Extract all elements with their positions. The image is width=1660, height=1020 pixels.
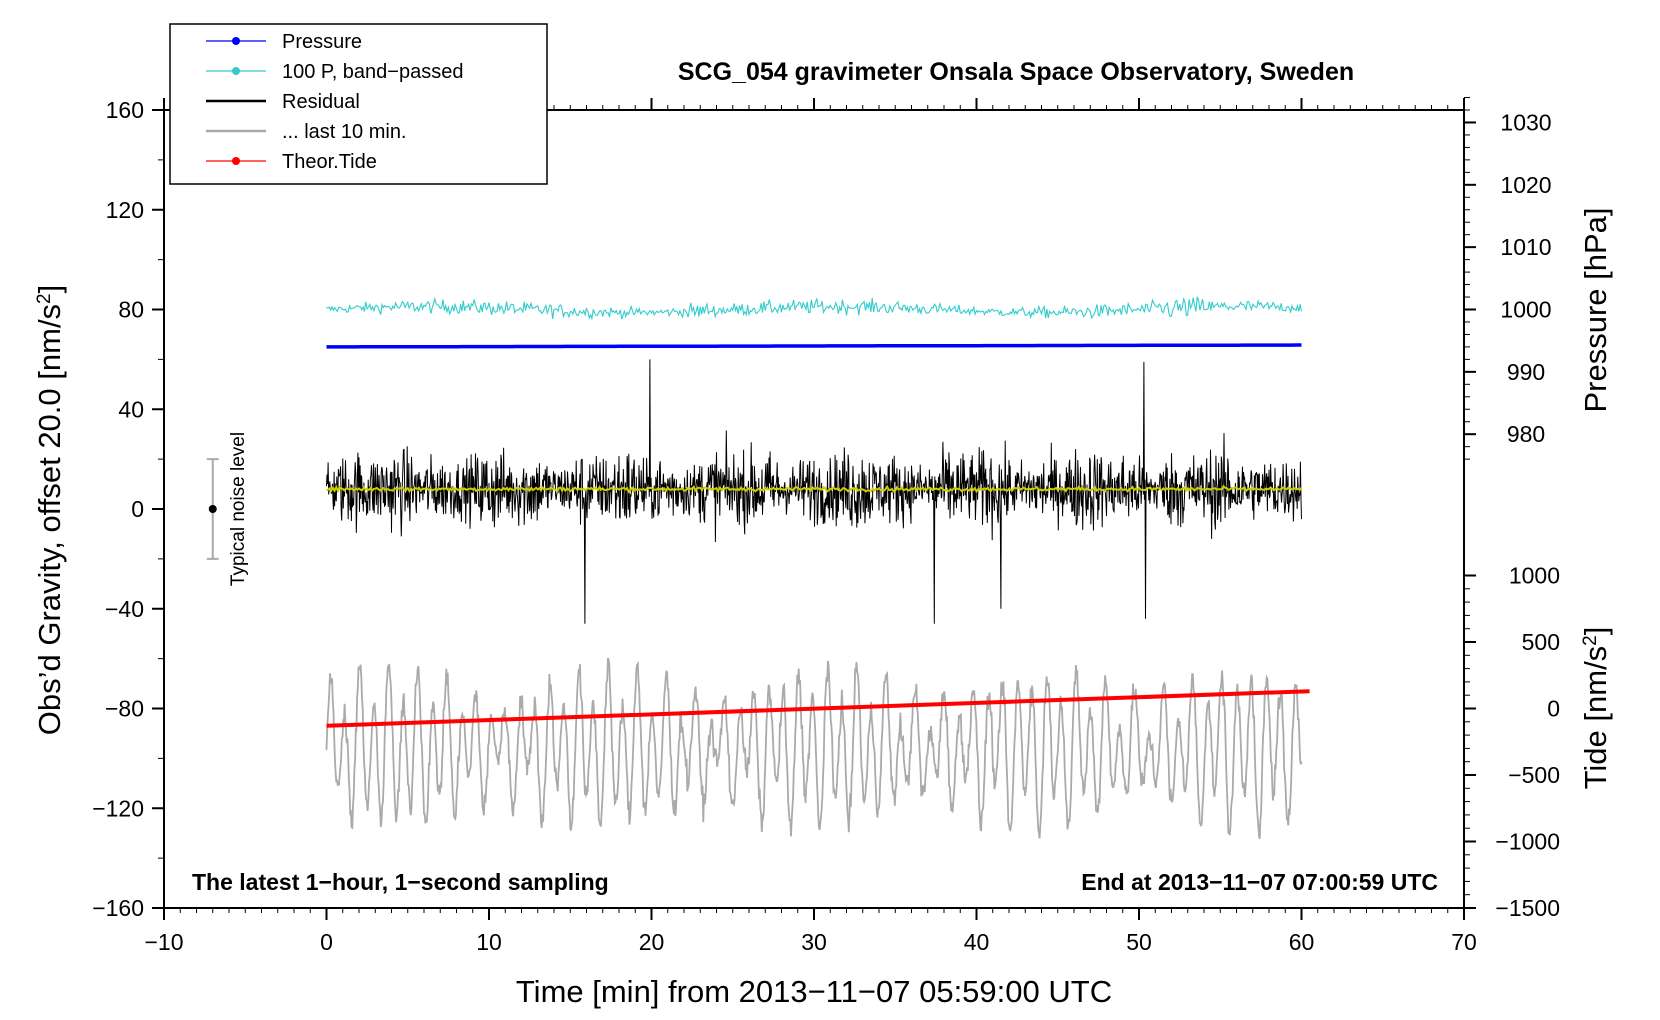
pressure-axis-label: Pressure [hPa] — [1578, 207, 1613, 412]
note-right: End at 2013−11−07 07:00:59 UTC — [1081, 869, 1438, 895]
pressure-tick-label: 990 — [1507, 359, 1545, 385]
legend-label: Residual — [282, 91, 360, 113]
x-tick-label: 70 — [1451, 929, 1477, 955]
x-axis-label: Time [min] from 2013−11−07 05:59:00 UTC — [516, 974, 1112, 1009]
tide-tick-label: −1000 — [1495, 829, 1560, 855]
series-theoretical-tide — [326, 689, 1310, 728]
x-tick-label: 20 — [639, 929, 665, 955]
noise-center-dot — [208, 505, 217, 513]
series-residual — [326, 359, 1302, 624]
tide-tick-label: 1000 — [1509, 563, 1560, 589]
x-tick-label: −10 — [144, 929, 183, 955]
y-tick-label: 80 — [118, 297, 144, 323]
pressure-tick-label: 1010 — [1500, 234, 1551, 260]
x-tick-label: 40 — [964, 929, 990, 955]
series-layer — [325, 296, 1310, 840]
noise-level-label: Typical noise level — [228, 432, 249, 586]
legend: Pressure 100 P, band−passed Residual ... la… — [169, 23, 548, 185]
legend-marker — [232, 157, 240, 165]
legend-label: ... last 10 min. — [282, 121, 407, 143]
pressure-tick-label: 1000 — [1500, 297, 1551, 323]
y-tick-label: −160 — [92, 895, 144, 921]
y-tick-label: 120 — [106, 197, 144, 223]
pressure-tick-label: 980 — [1507, 421, 1545, 447]
series-bandpassed-pressure — [326, 296, 1303, 321]
y-tick-label: 40 — [118, 396, 144, 422]
y-axis-label-left: Obs’d Gravity, offset 20.0 [nm/s2] — [32, 285, 67, 736]
y-tick-label: 0 — [131, 496, 144, 522]
chart-title: SCG_054 gravimeter Onsala Space Observat… — [678, 58, 1354, 86]
legend-label: Pressure — [282, 31, 362, 53]
x-tick-label: 0 — [320, 929, 333, 955]
minor-ticks — [158, 97, 1470, 913]
legend-box — [169, 23, 548, 185]
x-tick-label: 50 — [1126, 929, 1152, 955]
pressure-tick-label: 1030 — [1500, 109, 1551, 135]
pressure-tick-label: 1020 — [1500, 172, 1551, 198]
y-tick-label: −120 — [92, 795, 144, 821]
legend-label: 100 P, band−passed — [282, 61, 463, 83]
tide-axis-label: Tide [nm/s2] — [1578, 627, 1613, 790]
tide-tick-label: 500 — [1522, 629, 1560, 655]
y-axis-left: 160 120 80 40 0 −40 −80 −120 −160 — [92, 97, 164, 921]
note-left: The latest 1−hour, 1−second sampling — [192, 869, 609, 895]
series-pressure — [326, 343, 1302, 349]
y-tick-label: 160 — [106, 97, 144, 123]
series-last-10-min — [325, 657, 1303, 840]
tide-axis: 1000 500 0 −500 −1000 −1500 — [1464, 563, 1560, 921]
y-tick-label: −40 — [105, 596, 144, 622]
series-smoothed — [326, 484, 1303, 494]
tide-tick-label: 0 — [1547, 696, 1560, 722]
x-tick-label: 60 — [1289, 929, 1315, 955]
legend-marker — [232, 67, 240, 75]
pressure-axis: 1030 1020 1010 1000 990 980 — [1464, 109, 1552, 447]
legend-marker — [232, 37, 240, 45]
x-tick-label: 10 — [476, 929, 502, 955]
x-axis: −10 0 10 20 30 40 50 60 70 — [144, 98, 1477, 955]
y-tick-label: −80 — [105, 696, 144, 722]
x-tick-label: 30 — [801, 929, 827, 955]
tide-tick-label: −500 — [1508, 762, 1560, 788]
tide-tick-label: −1500 — [1495, 895, 1560, 921]
legend-label: Theor.Tide — [282, 151, 377, 173]
noise-level-indicator: Typical noise level — [206, 432, 249, 586]
